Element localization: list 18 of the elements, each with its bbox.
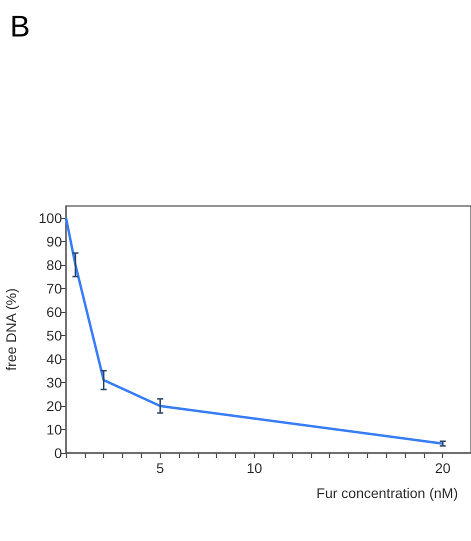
y-tick-label: 40 (46, 350, 62, 367)
y-tick-label: 10 (46, 421, 62, 438)
y-tick-label: 70 (46, 280, 62, 296)
x-tick-label: 20 (434, 460, 451, 476)
y-tick-label: 0 (54, 445, 62, 461)
y-tick-label: 80 (46, 256, 62, 273)
y-tick-label: 50 (46, 327, 62, 344)
y-tick-label: 30 (46, 374, 62, 390)
y-tick-label: 20 (46, 398, 62, 414)
line-series (64, 216, 444, 445)
x-tick-label: 5 (156, 460, 164, 476)
y-tick-label: 60 (46, 304, 62, 320)
x-axis-title: Fur concentration (nM) (316, 485, 458, 501)
y-tick-label: 100 (38, 210, 62, 226)
y-tick-label: 90 (46, 233, 62, 250)
x-tick-label: 10 (246, 460, 262, 476)
y-axis-title: free DNA (%) (3, 288, 19, 371)
text: B (10, 10, 30, 44)
